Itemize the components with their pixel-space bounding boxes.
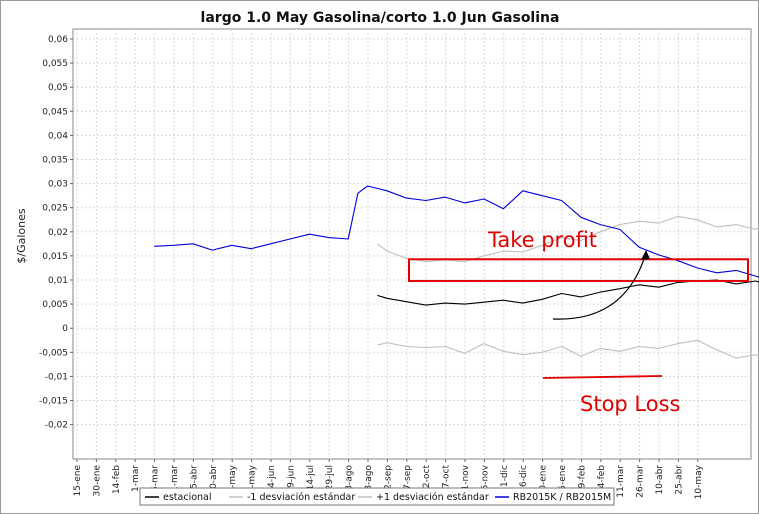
x-tick-label: 14-jun — [267, 465, 277, 494]
x-tick-label: 28-ago — [364, 465, 374, 497]
y-tick-label: 0,02 — [48, 228, 68, 238]
x-tick-label: 13-ago — [345, 465, 355, 497]
legend: estacional -1 desviación estándar +1 desvi… — [139, 487, 615, 506]
x-tick-label: 27-oct — [442, 465, 452, 494]
y-tick-label: 0,025 — [42, 204, 68, 214]
y-tick-label: 0,03 — [48, 180, 68, 190]
x-tick-label: 16-mar — [151, 465, 161, 498]
y-tick-label: -0,015 — [39, 397, 68, 407]
x-tick-label: 24-feb — [597, 465, 607, 494]
annotation-layer: Take profit Stop Loss — [408, 228, 749, 416]
series-line-1 — [377, 339, 759, 359]
x-tick-label: 11-dic — [500, 465, 510, 493]
legend-label: +1 desviación estándar — [376, 492, 489, 503]
legend-label: estacional — [163, 492, 212, 503]
plot-area: Take profit Stop Loss — [72, 28, 759, 460]
x-tick-label: 15-may — [228, 464, 238, 499]
y-axis-label: $/Galones — [15, 208, 28, 263]
legend-label: -1 desviación estándar — [247, 492, 355, 503]
series-line-0 — [377, 279, 759, 306]
x-tick-label: 29-jun — [286, 465, 296, 494]
trend-arrow — [552, 252, 647, 320]
stop-loss-label: Stop Loss — [580, 392, 680, 416]
series-layer — [154, 185, 759, 359]
x-tick-label: 12-sep — [383, 465, 393, 496]
x-tick-label: 14-feb — [112, 465, 122, 494]
y-tick-label: 0,045 — [42, 107, 68, 117]
take-profit-label: Take profit — [487, 228, 597, 252]
x-tick-label: 25-abr — [674, 465, 684, 495]
x-tick-label: 31-mar — [170, 465, 180, 498]
x-tick-label: 27-sep — [403, 465, 413, 496]
legend-label: RB2015K / RB2015M — [513, 492, 611, 503]
x-axis: 15-ene 30-ene 14-feb 1-mar 16-mar 31-mar 15-ab… — [73, 459, 704, 499]
x-tick-label: 15-ene — [73, 465, 83, 497]
y-tick-label: -0,01 — [45, 372, 68, 382]
x-tick-label: 9-feb — [577, 465, 587, 489]
y-tick-label: -0,02 — [45, 421, 68, 431]
y-tick-label: 0,015 — [42, 252, 68, 262]
y-tick-label: -0,005 — [39, 348, 68, 358]
legend-box — [139, 487, 615, 506]
x-tick-label: 12-oct — [422, 465, 432, 494]
take-profit-box — [408, 258, 749, 282]
y-tick-label: 0 — [62, 324, 68, 334]
x-tick-label: 1-mar — [131, 465, 141, 492]
y-tick-label: 0,04 — [48, 131, 68, 141]
x-tick-label: 26-dic — [519, 465, 529, 493]
y-tick-label: 0,01 — [48, 276, 68, 286]
x-tick-label: 11-nov — [461, 464, 471, 496]
arrow-head — [641, 250, 650, 260]
x-tick-label: 10-ene — [539, 465, 549, 497]
x-tick-label: 30-abr — [209, 465, 219, 495]
x-tick-label: 26-nov — [480, 464, 490, 496]
series-line-3 — [154, 185, 759, 278]
x-tick-label: 29-jul — [325, 465, 335, 490]
x-tick-label: 30-ene — [92, 465, 102, 497]
x-tick-label: 15-abr — [189, 465, 199, 495]
x-tick-label: 10-abr — [655, 465, 665, 495]
y-tick-label: 0,005 — [42, 300, 68, 310]
x-tick-label: 26-mar — [636, 465, 646, 498]
chart-title: largo 1.0 May Gasolina/corto 1.0 Jun Gas… — [201, 10, 560, 26]
y-axis: 0,06 0,055 0,05 0,045 0,04 0,035 0,03 0,025 0,02… — [39, 35, 73, 431]
x-tick-label: 11-mar — [616, 465, 626, 498]
stop-loss-line — [542, 375, 663, 379]
y-tick-label: 0,035 — [42, 156, 68, 166]
x-tick-label: 10-may — [694, 464, 704, 499]
x-tick-label: 30-may — [248, 464, 258, 499]
x-tick-label: 25-ene — [558, 465, 568, 497]
series-line-2 — [376, 215, 759, 263]
y-tick-label: 0,06 — [48, 35, 68, 45]
y-tick-label: 0,055 — [42, 59, 68, 69]
y-grid — [73, 38, 751, 426]
x-tick-label: 14-jul — [306, 465, 316, 490]
y-tick-label: 0,05 — [48, 83, 68, 93]
